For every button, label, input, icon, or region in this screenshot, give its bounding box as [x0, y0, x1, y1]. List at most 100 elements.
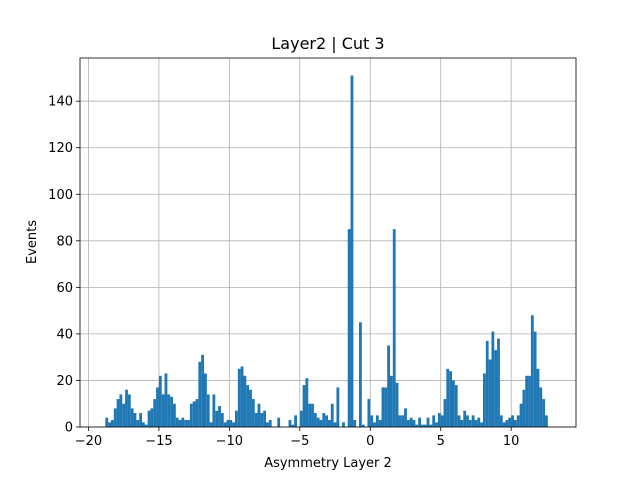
bar	[522, 389, 526, 427]
bar	[508, 417, 512, 427]
bar	[170, 396, 173, 427]
bar	[460, 420, 464, 427]
bar	[178, 420, 182, 427]
bar	[330, 403, 334, 427]
bar	[308, 403, 312, 427]
bar	[316, 417, 320, 427]
bar	[305, 378, 309, 427]
bar	[229, 420, 233, 427]
bar	[325, 415, 328, 427]
bar	[426, 417, 430, 427]
bar	[226, 420, 230, 427]
bar	[542, 399, 545, 427]
bar	[212, 394, 216, 427]
bar	[130, 408, 134, 427]
bar	[113, 408, 117, 427]
bar	[505, 420, 509, 427]
bar	[485, 340, 489, 427]
bar	[483, 373, 486, 427]
plot-frame	[79, 57, 577, 428]
bar	[119, 394, 123, 427]
bar	[319, 420, 323, 427]
bar	[421, 424, 424, 427]
bar	[373, 422, 376, 427]
bar	[491, 331, 495, 427]
x-tick-label: 0	[366, 434, 374, 449]
bar	[381, 387, 385, 427]
bar	[361, 424, 365, 427]
bar	[249, 389, 252, 427]
bar	[260, 413, 264, 427]
bar	[370, 415, 374, 427]
bar	[463, 410, 467, 427]
bar	[181, 417, 185, 427]
bar	[122, 403, 126, 427]
bar	[263, 410, 266, 427]
bar	[294, 415, 297, 427]
bar	[390, 375, 393, 427]
bar	[477, 417, 481, 427]
bar	[466, 415, 469, 427]
bar	[474, 420, 478, 427]
bar	[499, 415, 503, 427]
bar	[432, 415, 436, 427]
bar	[353, 420, 357, 427]
bar	[198, 361, 202, 427]
bar	[429, 424, 433, 427]
bar	[437, 413, 441, 427]
bar	[288, 420, 292, 427]
y-axis-label: Events	[25, 220, 40, 264]
bar	[328, 420, 331, 427]
bar	[136, 420, 140, 427]
bar	[435, 422, 438, 427]
bar	[322, 413, 326, 427]
x-tick-label: −10	[216, 434, 243, 449]
bar	[133, 413, 137, 427]
bar	[480, 422, 483, 427]
x-tick-label: 10	[503, 434, 520, 449]
bar	[528, 375, 531, 427]
bar	[398, 415, 402, 427]
bar	[359, 322, 362, 427]
bar	[175, 417, 179, 427]
bar	[291, 424, 295, 427]
bar	[514, 420, 517, 427]
bar	[204, 373, 207, 427]
x-tick-label: −20	[75, 434, 102, 449]
bar	[144, 424, 148, 427]
bar	[127, 394, 131, 427]
bar	[150, 408, 154, 427]
bar	[395, 382, 399, 427]
bar	[161, 394, 165, 427]
bar	[452, 380, 455, 427]
bar	[457, 415, 461, 427]
bar	[153, 399, 157, 427]
y-tick-label: 80	[56, 234, 73, 249]
bar	[189, 403, 193, 427]
x-axis-label: Asymmetry Layer 2	[264, 456, 392, 471]
bar	[378, 420, 382, 427]
bar	[440, 415, 444, 427]
bar	[111, 420, 114, 427]
bar	[218, 406, 221, 427]
bar	[215, 410, 219, 427]
bar	[108, 422, 111, 427]
bar	[257, 403, 261, 427]
bar	[311, 403, 314, 427]
bar	[443, 399, 447, 427]
bar	[494, 350, 498, 427]
y-tick-label: 100	[48, 188, 73, 203]
bar	[347, 229, 351, 427]
bar	[125, 389, 128, 427]
bar	[536, 368, 540, 427]
bar	[533, 331, 537, 427]
y-tick-label: 60	[56, 281, 73, 296]
bar	[409, 417, 413, 427]
bar	[502, 422, 506, 427]
bar	[333, 422, 337, 427]
y-tick-label: 120	[48, 141, 73, 156]
bar	[539, 387, 543, 427]
bar	[254, 413, 258, 427]
bar	[156, 387, 159, 427]
